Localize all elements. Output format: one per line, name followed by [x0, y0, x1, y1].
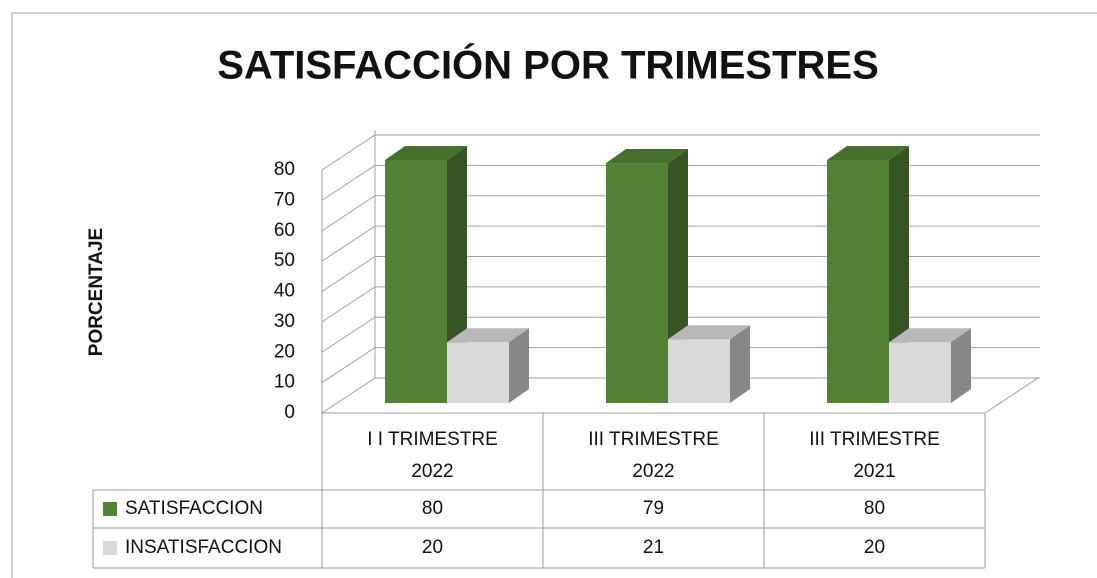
bar-side: [951, 328, 971, 403]
table-value: 20: [864, 537, 885, 558]
bar-top: [889, 328, 971, 343]
grid-line: [321, 347, 1040, 384]
bar-top: [827, 146, 909, 160]
legend-label: SATISFACCION: [125, 498, 263, 519]
grid-line: [321, 164, 1040, 201]
bar-top: [447, 328, 529, 343]
table-value: 80: [864, 498, 885, 519]
bar-side: [509, 328, 529, 403]
chart-title: SATISFACCIÓN POR TRIMESTRES: [217, 42, 879, 88]
bar-side: [730, 325, 750, 403]
bar-top: [668, 325, 750, 340]
grid-line: [321, 256, 1040, 292]
y-tick-label: 80: [274, 159, 295, 180]
x-tick-label: 2022: [632, 461, 674, 482]
bar-top: [385, 146, 467, 160]
grid-line: [321, 316, 1040, 353]
legend-swatch: [103, 502, 117, 516]
x-tick-label: 2021: [853, 461, 895, 482]
y-tick-label: 0: [284, 402, 295, 423]
grid-line: [321, 377, 1040, 414]
y-tick-label: 60: [274, 220, 295, 241]
x-tick-label: III TRIMESTRE: [588, 429, 719, 450]
legend-swatch: [103, 541, 117, 555]
table-value: 21: [643, 537, 664, 558]
grid-line: [321, 134, 1040, 171]
y-tick-label: 20: [274, 341, 295, 362]
y-tick-label: 70: [274, 189, 295, 210]
grid-line: [321, 286, 1040, 323]
table-value: 79: [643, 498, 664, 519]
bar: [447, 342, 509, 403]
bar: [889, 342, 951, 403]
y-tick-label: 50: [274, 250, 295, 271]
table-value: 20: [422, 537, 443, 558]
floor-edge: [984, 377, 1039, 414]
bar: [606, 163, 668, 403]
bar: [385, 160, 447, 403]
y-axis-label: PORCENTAJE: [86, 228, 107, 356]
table-value: 80: [422, 498, 443, 519]
x-tick-label: III TRIMESTRE: [809, 429, 940, 450]
x-tick-label: 2022: [411, 461, 453, 482]
x-tick-label: I I TRIMESTRE: [367, 429, 498, 450]
grid-line: [321, 225, 1040, 262]
bar: [668, 339, 730, 403]
y-tick-label: 10: [274, 372, 295, 393]
bar: [827, 160, 889, 403]
y-tick-label: 30: [274, 311, 295, 332]
bar-top: [606, 149, 688, 164]
y-tick-label: 40: [274, 281, 295, 302]
legend-label: INSATISFACCION: [125, 537, 282, 558]
grid-line: [321, 195, 1040, 232]
